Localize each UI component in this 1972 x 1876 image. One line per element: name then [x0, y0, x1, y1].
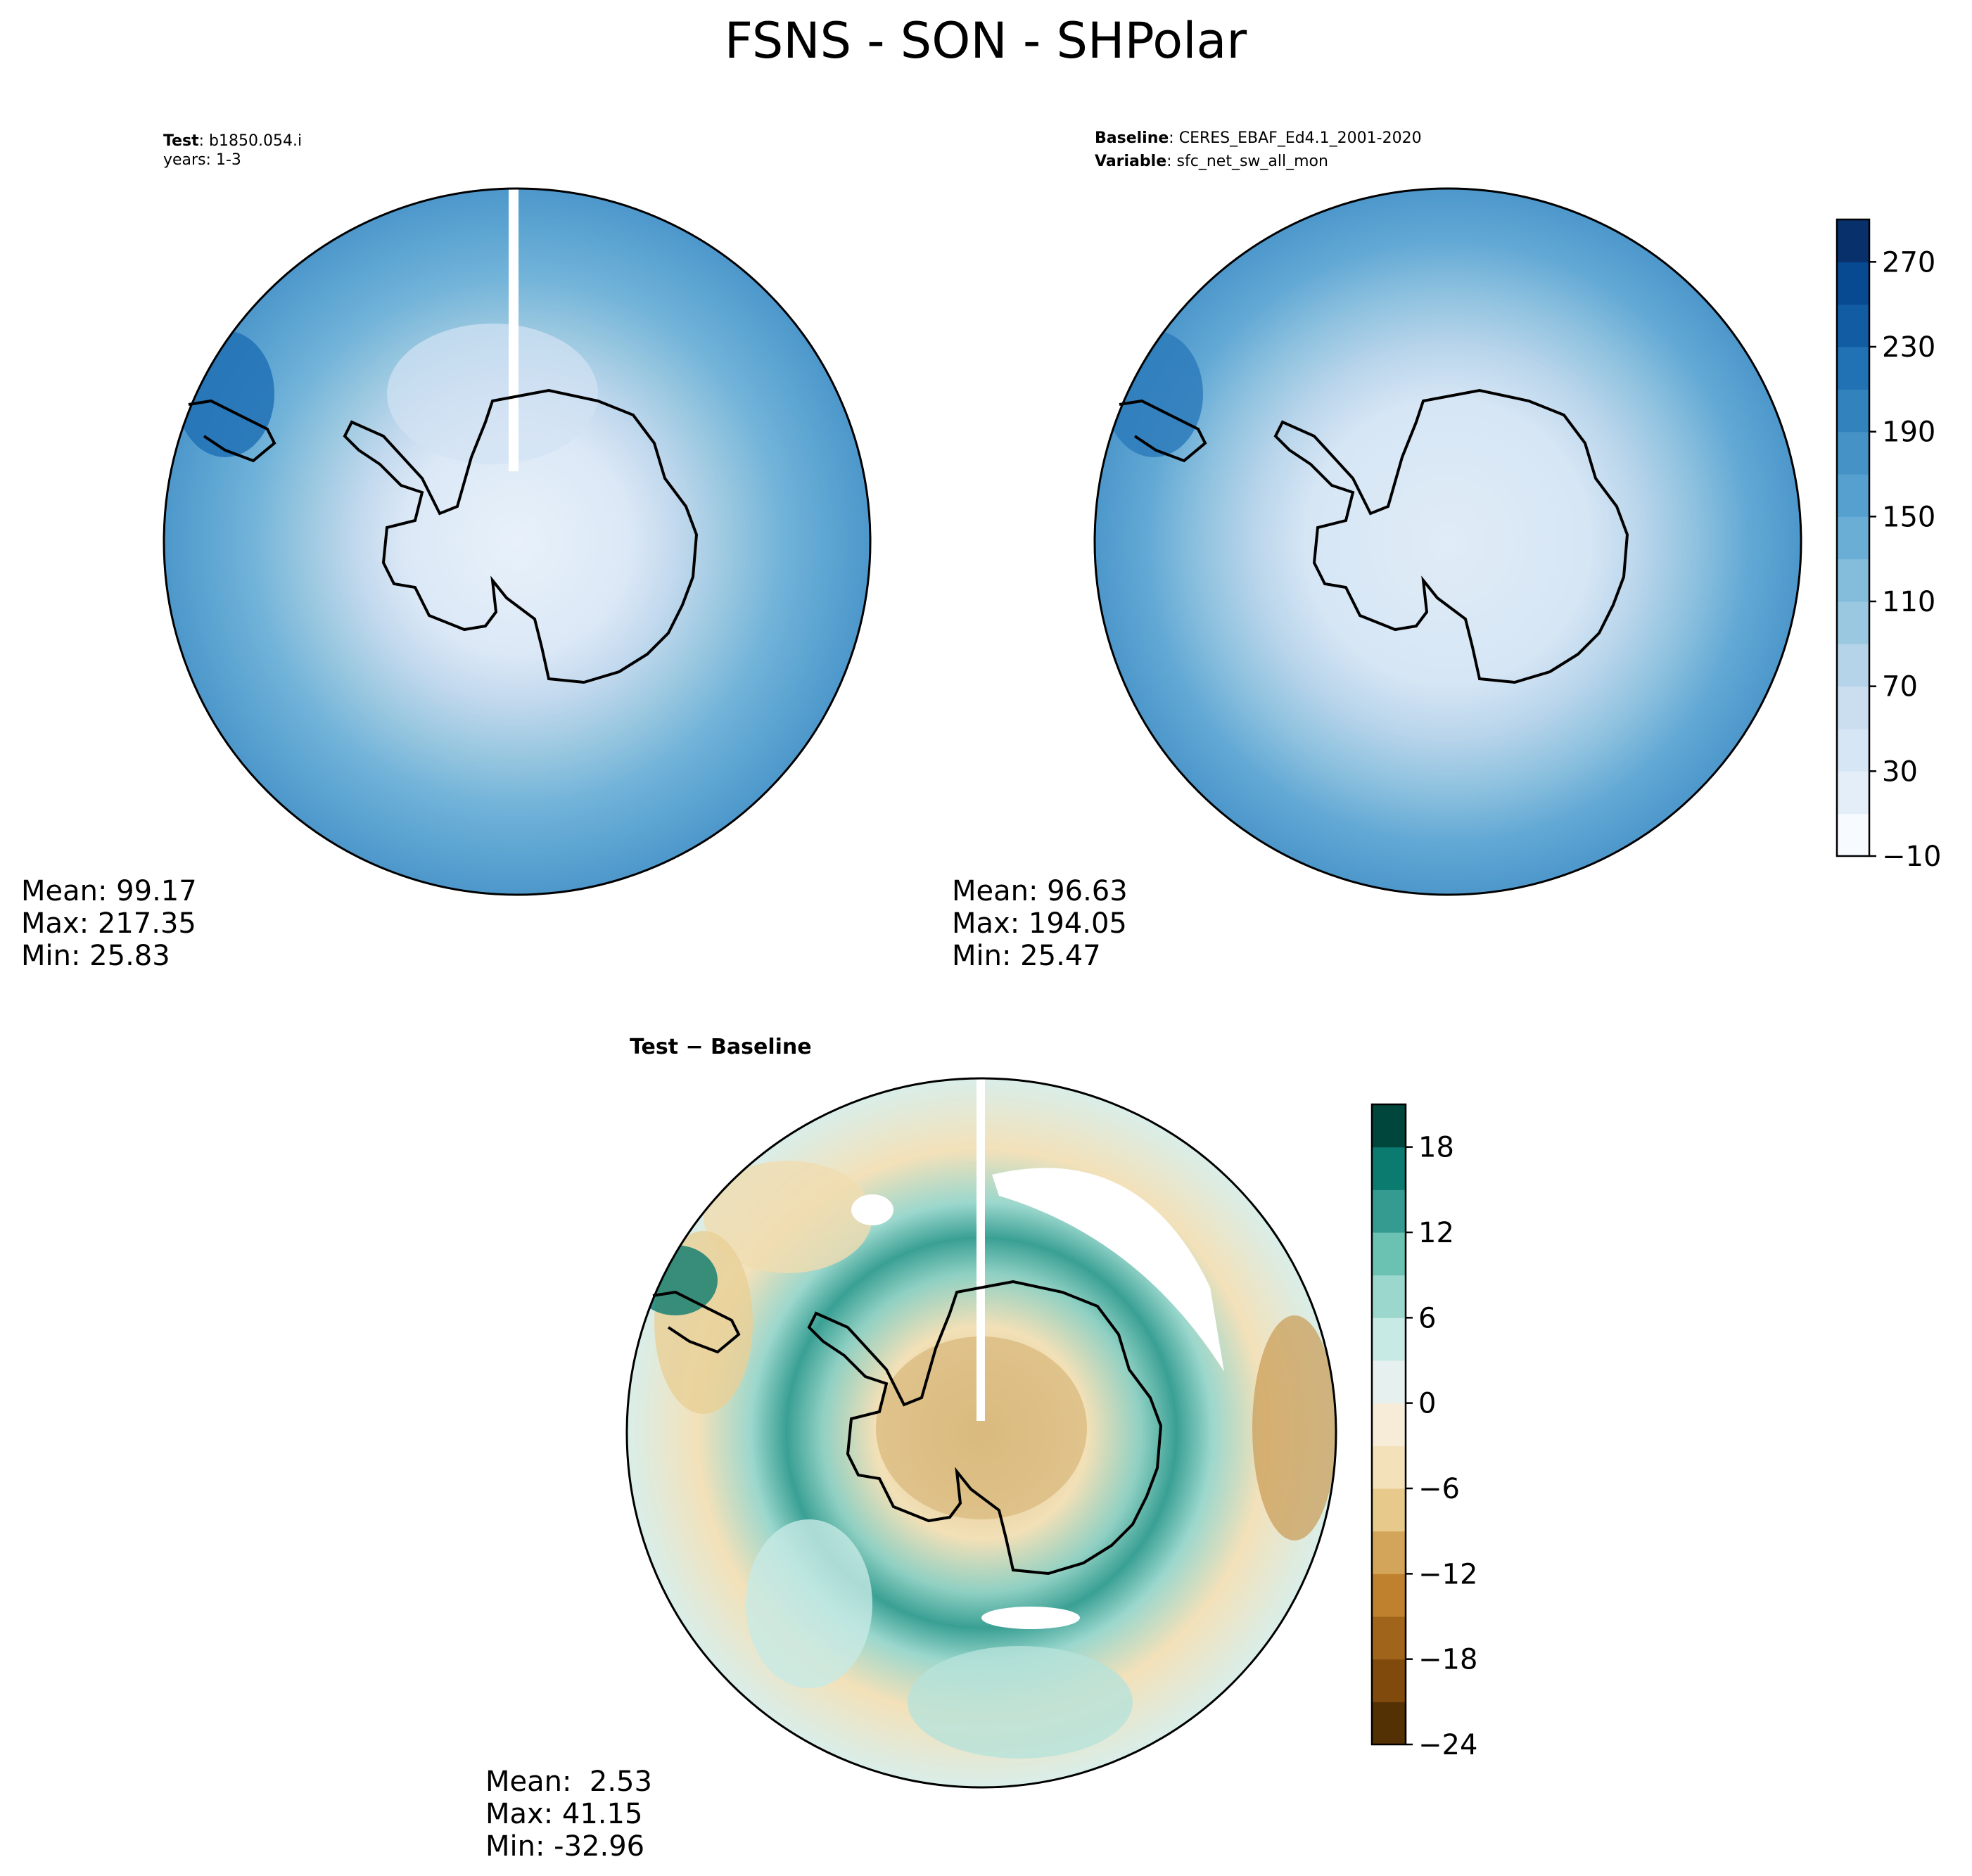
test-antarctica-coastline: [343, 388, 699, 684]
difference-missing-band: [992, 1168, 1224, 1372]
colorbar-level: [1372, 1702, 1406, 1745]
colorbar-level: [1837, 771, 1869, 815]
colorbar-level: [1837, 219, 1869, 262]
colorbar-tick-label: 30: [1882, 755, 1918, 788]
colorbar-level: [1372, 1104, 1406, 1148]
colorbar-level: [1837, 559, 1869, 602]
colorbar-level: [1372, 1360, 1406, 1404]
colorbar-tick-label: 190: [1882, 416, 1935, 449]
colorbar-tick-label: 70: [1882, 671, 1918, 703]
colorbar-level: [1837, 347, 1869, 390]
colorbar-level: [1372, 1317, 1406, 1361]
test-header-years: years: 1-3: [163, 151, 241, 169]
baseline-header-variable: sfc_net_sw_all_mon: [1177, 153, 1328, 170]
colorbar-tick-label: 110: [1882, 586, 1935, 618]
flux-colorbar: −10 30 70 110 150 190 230 270: [1836, 218, 1941, 873]
baseline-stat-max: Max: 194.05: [952, 907, 1127, 940]
baseline-header-line-1: Baseline: CERES_EBAF_Ed4.1_2001-2020: [1095, 129, 1422, 147]
baseline-antarctica-coastline: [1273, 388, 1629, 684]
colorbar-level: [1837, 601, 1869, 644]
baseline-header-line-2: Variable: sfc_net_sw_all_mon: [1095, 153, 1328, 170]
colorbar-level: [1372, 1403, 1406, 1446]
colorbar-tick-label: 150: [1882, 501, 1935, 533]
test-header-case: b1850.054.i: [209, 132, 302, 150]
baseline-panel: Baseline: CERES_EBAF_Ed4.1_2001-2020 Var…: [952, 129, 1941, 972]
colorbar-level: [1837, 516, 1869, 560]
baseline-header-variable-label: Variable: [1095, 153, 1166, 170]
difference-antarctica-coastline: [807, 1280, 1163, 1576]
colorbar-level: [1372, 1232, 1406, 1276]
difference-stat-min: Min: -32.96: [485, 1830, 644, 1863]
colorbar-tick-label: 18: [1418, 1132, 1454, 1164]
colorbar-level: [1837, 686, 1869, 729]
colorbar-level: [1372, 1616, 1406, 1660]
colorbar-level: [1837, 644, 1869, 687]
difference-map: [625, 1077, 1337, 1789]
difference-missing-seam: [977, 1078, 985, 1421]
test-stat-mean: Mean: 99.17: [21, 875, 197, 907]
difference-panel: Test − Baseline Mean: 2.53 Max: 41.15: [485, 1035, 1477, 1863]
baseline-stat-min: Min: 25.47: [952, 940, 1101, 972]
colorbar-level: [1372, 1574, 1406, 1617]
colorbar-level: [1372, 1189, 1406, 1233]
test-high-flux-patch: [176, 331, 274, 457]
difference-colorbar: −24 −18 −12 −6 0 6 12 18: [1370, 1103, 1477, 1761]
test-south-america-tip: [188, 399, 276, 463]
baseline-stat-mean: Mean: 96.63: [952, 875, 1128, 907]
colorbar-tick-label: −18: [1418, 1644, 1477, 1676]
colorbar-level: [1372, 1531, 1406, 1574]
baseline-south-america-tip: [1119, 399, 1207, 463]
test-missing-seam: [509, 189, 519, 471]
difference-south-america-tip: [652, 1290, 741, 1354]
colorbar-level: [1837, 813, 1869, 857]
colorbar-tick-label: −24: [1418, 1729, 1477, 1761]
test-header-label: Test: [163, 132, 199, 150]
colorbar-level: [1837, 389, 1869, 433]
test-header-line-1: Test: b1850.054.i: [163, 132, 302, 150]
difference-header: Test − Baseline: [630, 1035, 812, 1059]
figure-title: FSNS - SON - SHPolar: [725, 12, 1247, 70]
colorbar-level: [1372, 1488, 1406, 1532]
colorbar-tick-label: 270: [1882, 246, 1935, 279]
difference-stat-max: Max: 41.15: [485, 1798, 642, 1830]
colorbar-frame: [1836, 218, 1871, 857]
colorbar-level: [1837, 431, 1869, 475]
colorbar-level: [1837, 304, 1869, 347]
colorbar-tick-label: 6: [1418, 1302, 1436, 1334]
colorbar-tick-label: −12: [1418, 1558, 1477, 1590]
colorbar-tick-label: 12: [1418, 1217, 1454, 1249]
colorbar-level: [1837, 474, 1869, 517]
colorbar-tick-label: 230: [1882, 331, 1935, 364]
baseline-header-dataset: CERES_EBAF_Ed4.1_2001-2020: [1179, 129, 1422, 147]
colorbar-level: [1372, 1275, 1406, 1318]
colorbar-tick-label: −10: [1882, 841, 1941, 873]
colorbar-level: [1837, 262, 1869, 305]
colorbar-level: [1372, 1659, 1406, 1702]
test-map: [163, 187, 872, 896]
difference-stat-mean: Mean: 2.53: [485, 1766, 652, 1798]
colorbar-level: [1372, 1446, 1406, 1489]
colorbar-tick-label: −6: [1418, 1473, 1460, 1505]
test-panel: Test: b1850.054.i years: 1-3 Mean: 99.17…: [21, 132, 872, 972]
test-stat-max: Max: 217.35: [21, 907, 196, 940]
colorbar-level: [1837, 729, 1869, 772]
colorbar-tick-label: 0: [1418, 1388, 1436, 1420]
baseline-high-flux-patch: [1105, 331, 1203, 457]
colorbar-level: [1372, 1147, 1406, 1190]
baseline-map: [1093, 187, 1802, 896]
test-stat-min: Min: 25.83: [21, 940, 170, 972]
baseline-header-label: Baseline: [1095, 129, 1169, 147]
colorbar-frame: [1370, 1103, 1407, 1746]
